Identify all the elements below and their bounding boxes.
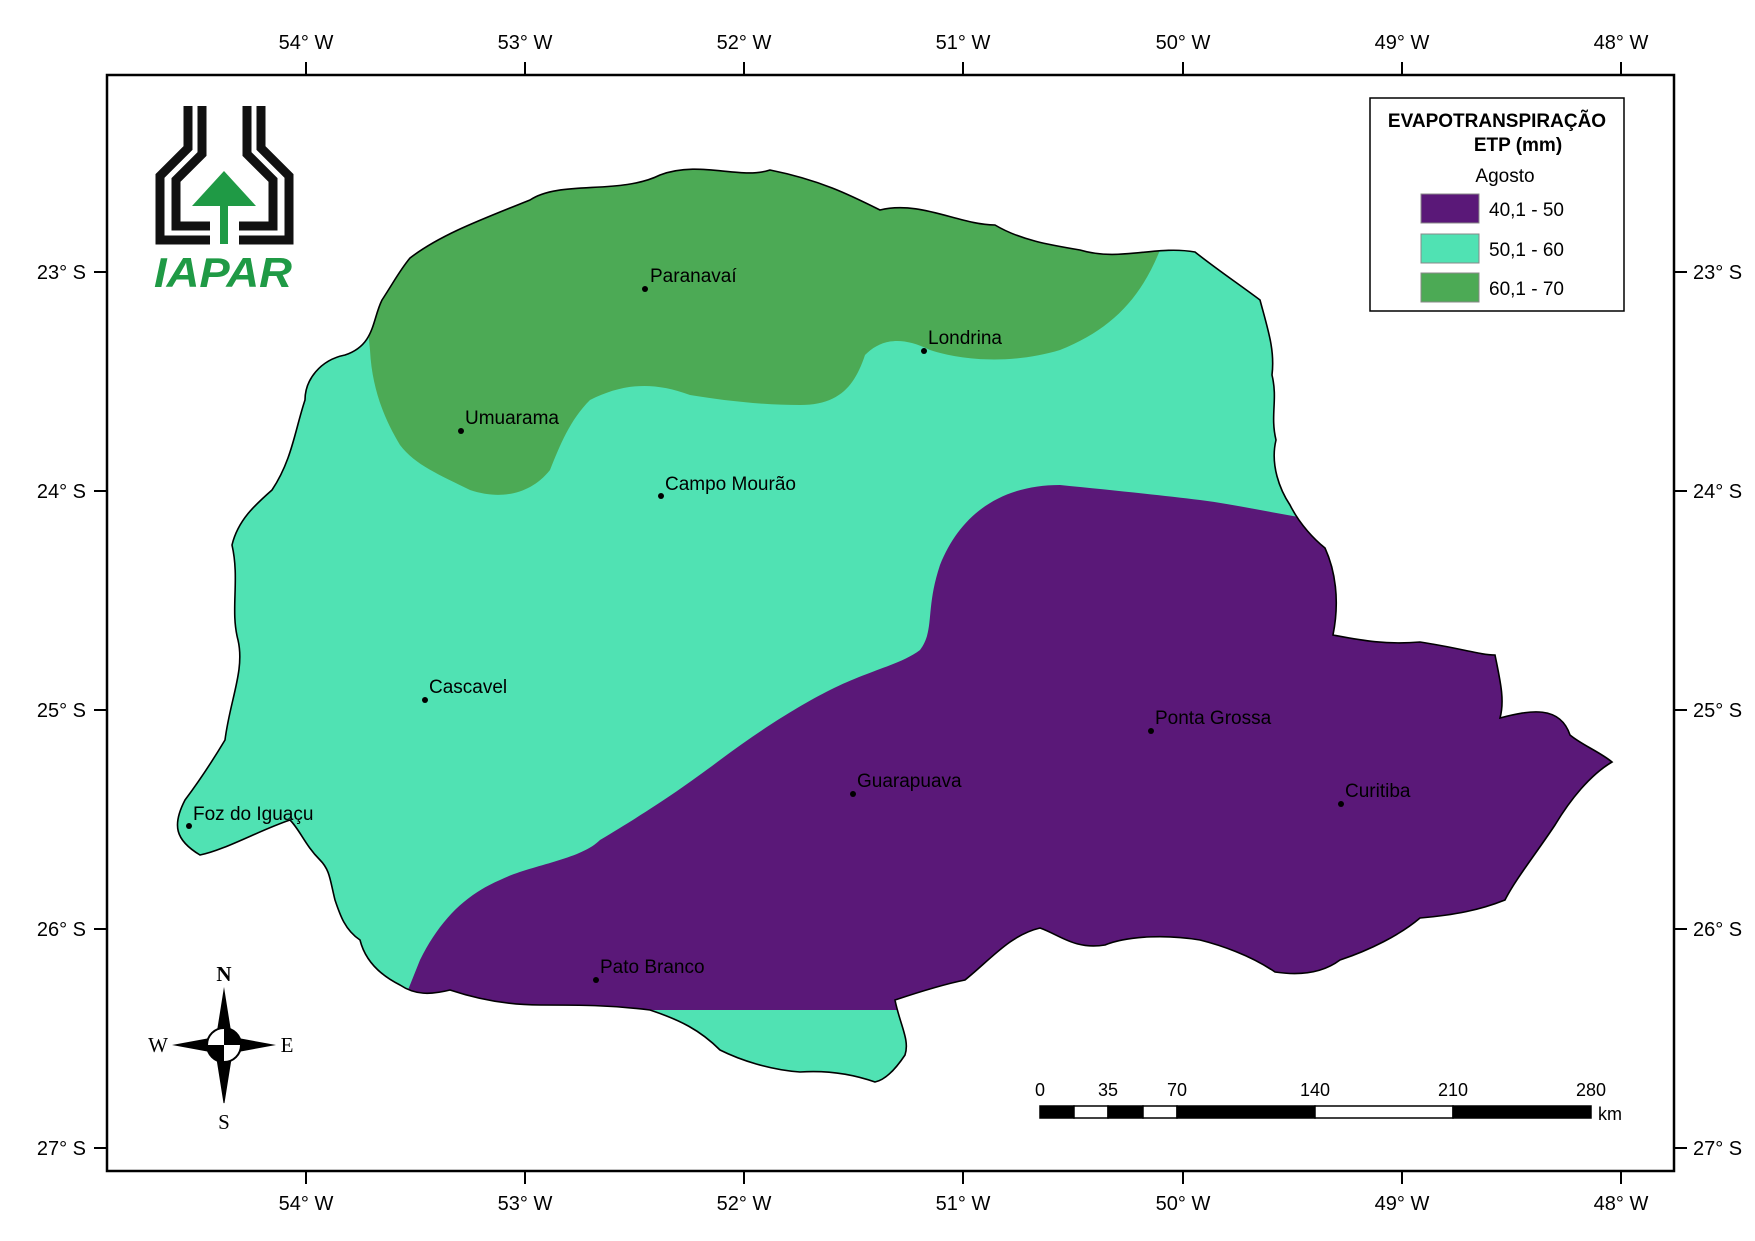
lon-label: 51° W xyxy=(936,32,991,54)
lat-label: 27° S xyxy=(37,1138,86,1160)
city-label-cascavel: Cascavel xyxy=(429,677,507,698)
compass-arrow-w xyxy=(172,1038,210,1052)
city-dot-ponta-grossa xyxy=(1148,728,1154,734)
legend-swatch-50-60 xyxy=(1420,233,1480,264)
city-label-curitiba: Curitiba xyxy=(1345,781,1411,802)
scale-label: 70 xyxy=(1167,1080,1187,1100)
lat-label: 27° S xyxy=(1693,1138,1742,1160)
lon-label: 54° W xyxy=(279,32,334,54)
iapar-logo: IAPAR xyxy=(154,106,294,296)
logo-mark xyxy=(155,106,294,245)
lon-ticks-top xyxy=(305,62,1622,75)
zone-60-70 xyxy=(360,169,1220,495)
legend-label-60-70: 60,1 - 70 xyxy=(1489,279,1564,300)
legend-box xyxy=(1369,97,1625,312)
compass-w: W xyxy=(148,1033,168,1057)
compass-e: E xyxy=(281,1033,294,1057)
lat-label: 23° S xyxy=(1693,262,1742,284)
city-dot-foz-do-iguacu xyxy=(186,823,192,829)
cities: Paranavaí Londrina Umuarama Campo Mourão… xyxy=(186,266,1411,983)
scale-label: 35 xyxy=(1098,1080,1118,1100)
logo-trunk xyxy=(220,205,228,244)
lat-labels-left: 23° S 24° S 25° S 26° S 27° S xyxy=(37,262,86,1160)
lon-labels-top: 54° W 53° W 52° W 51° W 50° W 49° W 48° … xyxy=(279,32,1649,54)
lon-label: 52° W xyxy=(717,1193,772,1215)
compass-n: N xyxy=(216,962,231,986)
scale-label: 280 xyxy=(1576,1080,1606,1100)
lat-ticks-right xyxy=(1674,271,1687,1149)
city-dot-pato-branco xyxy=(593,977,599,983)
lat-label: 25° S xyxy=(1693,700,1742,722)
city-label-pato-branco: Pato Branco xyxy=(600,957,705,978)
lon-labels-bottom: 54° W 53° W 52° W 51° W 50° W 49° W 48° … xyxy=(279,1193,1649,1215)
scale-seg xyxy=(1452,1105,1592,1119)
city-dot-londrina xyxy=(921,348,927,354)
scale-seg xyxy=(1314,1105,1454,1119)
scale-seg xyxy=(1107,1105,1144,1119)
lat-label: 25° S xyxy=(37,700,86,722)
scale-seg xyxy=(1142,1105,1178,1119)
lon-label: 48° W xyxy=(1594,32,1649,54)
city-label-umuarama: Umuarama xyxy=(465,408,559,429)
state-outline xyxy=(176,168,1614,1083)
legend-title: EVAPOTRANSPIRAÇÃO xyxy=(1388,110,1606,132)
legend: EVAPOTRANSPIRAÇÃO ETP (mm) Agosto 40,1 -… xyxy=(1369,97,1625,312)
city-label-campo-mourao: Campo Mourão xyxy=(665,474,796,495)
scale-bar: 0 35 70 140 210 280 km xyxy=(1035,1080,1622,1124)
logo-text: IAPAR xyxy=(154,249,293,296)
lat-ticks-left xyxy=(94,271,107,1149)
lon-label: 49° W xyxy=(1375,1193,1430,1215)
lon-ticks-bottom xyxy=(305,1171,1622,1184)
legend-swatch-40-50 xyxy=(1420,193,1480,224)
lon-label: 51° W xyxy=(936,1193,991,1215)
compass-arrow-e xyxy=(238,1038,276,1052)
city-dot-guarapuava xyxy=(850,791,856,797)
lon-label: 50° W xyxy=(1156,32,1211,54)
legend-month: Agosto xyxy=(1475,166,1534,187)
scale-label: 210 xyxy=(1438,1080,1468,1100)
scale-unit: km xyxy=(1598,1104,1622,1124)
scale-seg xyxy=(1039,1105,1075,1119)
legend-swatch-60-70 xyxy=(1420,272,1480,303)
compass-center-fill xyxy=(207,1028,241,1062)
scale-label: 0 xyxy=(1035,1080,1045,1100)
lon-label: 52° W xyxy=(717,32,772,54)
city-label-ponta-grossa: Ponta Grossa xyxy=(1155,708,1272,729)
compass-rose: N S E W xyxy=(148,962,293,1134)
lon-label: 53° W xyxy=(498,32,553,54)
scale-seg xyxy=(1073,1105,1109,1119)
lat-label: 26° S xyxy=(1693,919,1742,941)
lat-label: 23° S xyxy=(37,262,86,284)
city-dot-umuarama xyxy=(458,428,464,434)
lon-label: 53° W xyxy=(498,1193,553,1215)
lat-label: 26° S xyxy=(37,919,86,941)
lon-label: 54° W xyxy=(279,1193,334,1215)
lat-label: 24° S xyxy=(1693,481,1742,503)
lat-labels-right: 23° S 24° S 25° S 26° S 27° S xyxy=(1693,262,1742,1160)
city-dot-paranavai xyxy=(642,286,648,292)
city-label-foz-do-iguacu: Foz do Iguaçu xyxy=(193,804,313,825)
scale-seg xyxy=(1176,1105,1316,1119)
lon-label: 48° W xyxy=(1594,1193,1649,1215)
lon-label: 49° W xyxy=(1375,32,1430,54)
city-label-guarapuava: Guarapuava xyxy=(857,771,962,792)
legend-label-40-50: 40,1 - 50 xyxy=(1489,200,1564,221)
lat-label: 24° S xyxy=(37,481,86,503)
scale-label: 140 xyxy=(1300,1080,1330,1100)
city-label-paranavai: Paranavaí xyxy=(650,266,737,287)
city-dot-campo-mourao xyxy=(658,493,664,499)
compass-s: S xyxy=(218,1110,230,1134)
logo-tree xyxy=(192,171,256,206)
legend-label-50-60: 50,1 - 60 xyxy=(1489,240,1564,261)
compass-arrow-n xyxy=(217,987,231,1031)
legend-subtitle-unit: ETP (mm) xyxy=(1474,135,1562,156)
city-label-londrina: Londrina xyxy=(928,328,1002,349)
city-dot-cascavel xyxy=(422,697,428,703)
lon-label: 50° W xyxy=(1156,1193,1211,1215)
city-dot-curitiba xyxy=(1338,801,1344,807)
